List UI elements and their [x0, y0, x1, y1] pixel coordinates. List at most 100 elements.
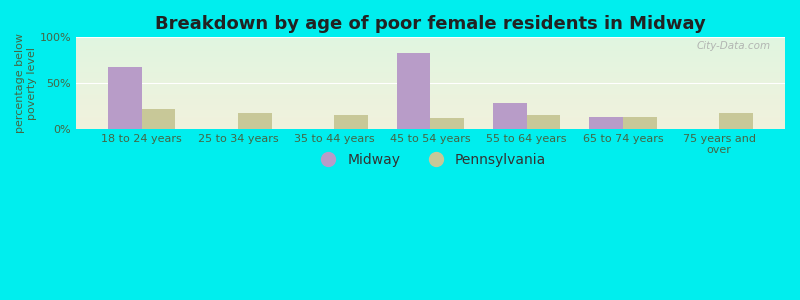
Y-axis label: percentage below
poverty level: percentage below poverty level — [15, 33, 37, 133]
Bar — [76, 0, 785, 38]
Bar — [76, 0, 785, 59]
Bar — [76, 0, 785, 90]
Bar — [76, 0, 785, 81]
Bar — [76, 0, 785, 66]
Bar — [76, 21, 785, 112]
Bar — [76, 0, 785, 75]
Bar — [76, 0, 785, 82]
Bar — [76, 15, 785, 106]
Bar — [76, 0, 785, 88]
Bar — [76, 0, 785, 82]
Bar — [76, 0, 785, 41]
Bar — [76, 0, 785, 46]
Bar — [76, 0, 785, 46]
Bar — [76, 0, 785, 74]
Bar — [76, 26, 785, 117]
Bar — [76, 23, 785, 115]
Bar — [76, 0, 785, 49]
Bar — [76, 0, 785, 40]
Bar — [76, 0, 785, 48]
Bar — [76, 0, 785, 72]
Bar — [76, 27, 785, 119]
Bar — [76, 26, 785, 118]
Bar — [76, 34, 785, 126]
Bar — [76, 0, 785, 92]
Bar — [76, 17, 785, 108]
Bar — [76, 21, 785, 113]
Bar — [76, 16, 785, 107]
Bar — [76, 14, 785, 106]
Bar — [76, 0, 785, 38]
Bar — [76, 28, 785, 120]
Bar — [76, 30, 785, 121]
Bar — [76, 0, 785, 47]
Bar — [76, 12, 785, 103]
Bar — [76, 0, 785, 68]
Bar — [76, 34, 785, 126]
Title: Breakdown by age of poor female residents in Midway: Breakdown by age of poor female resident… — [155, 15, 706, 33]
Bar — [76, 0, 785, 59]
Bar — [76, 11, 785, 103]
Bar — [76, 18, 785, 109]
Bar — [76, 16, 785, 108]
Bar — [76, 0, 785, 52]
Bar — [76, 4, 785, 95]
Bar — [76, 0, 785, 53]
Bar — [76, 8, 785, 100]
Bar — [76, 0, 785, 61]
Bar — [76, 2, 785, 94]
Bar — [76, 26, 785, 117]
Bar — [76, 0, 785, 76]
Bar — [76, 0, 785, 64]
Bar — [76, 31, 785, 122]
Bar — [76, 19, 785, 110]
Bar — [76, 0, 785, 41]
Bar — [76, 0, 785, 64]
Bar — [76, 0, 785, 73]
Bar — [76, 33, 785, 124]
Bar — [76, 2, 785, 93]
Bar — [76, 0, 785, 54]
Bar — [76, 0, 785, 67]
Bar — [76, 14, 785, 106]
Bar — [76, 17, 785, 109]
Bar — [76, 0, 785, 40]
Bar — [76, 12, 785, 104]
Bar — [76, 20, 785, 111]
Bar — [76, 18, 785, 110]
Bar — [76, 0, 785, 42]
Bar — [76, 0, 785, 42]
Bar — [719, 113, 753, 129]
Bar — [76, 19, 785, 111]
Bar — [76, 0, 785, 62]
Bar — [76, 10, 785, 102]
Bar — [76, 0, 785, 39]
Bar — [76, 0, 785, 70]
Bar — [76, 0, 785, 62]
Bar — [76, 0, 785, 60]
Bar — [76, 20, 785, 112]
Bar — [76, 5, 785, 96]
Bar — [76, 35, 785, 127]
Bar — [76, 0, 785, 80]
Bar — [76, 0, 785, 87]
Bar — [76, 0, 785, 58]
Bar — [76, 0, 785, 77]
Bar — [76, 0, 785, 71]
Bar — [76, 0, 785, 54]
Bar — [76, 29, 785, 121]
Bar — [589, 117, 623, 129]
Bar — [76, 0, 785, 83]
Bar — [76, 23, 785, 114]
Bar — [76, 0, 785, 90]
Bar — [76, 0, 785, 84]
Bar — [76, 0, 785, 85]
Bar — [76, 11, 785, 102]
Bar — [76, 0, 785, 72]
Bar — [76, 3, 785, 94]
Bar — [76, 0, 785, 63]
Bar — [76, 0, 785, 39]
Bar — [76, 0, 785, 47]
Bar — [76, 0, 785, 44]
Bar — [76, 0, 785, 84]
